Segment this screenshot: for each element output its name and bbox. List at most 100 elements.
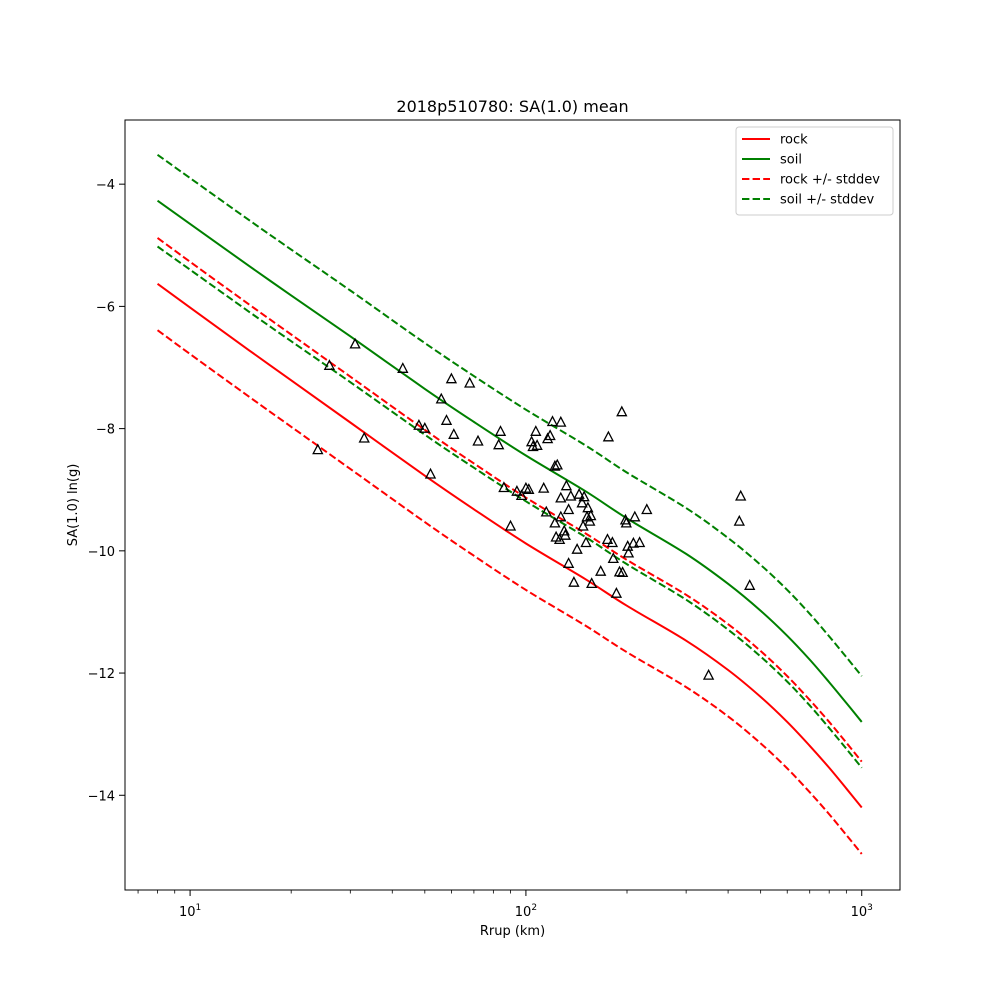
observation-point: [633, 536, 646, 548]
plot-frame: [124, 119, 901, 891]
observation-point: [540, 505, 552, 517]
observation-point: [586, 577, 598, 589]
y-axis-label: SA(1.0) ln(g): [66, 464, 81, 547]
observation-point: [620, 516, 632, 528]
observation-point: [504, 519, 517, 531]
observation-point: [576, 496, 588, 508]
observation-point: [511, 484, 523, 496]
observation-point: [527, 440, 539, 452]
observation-point: [606, 536, 619, 548]
observation-point: [549, 516, 561, 528]
legend-box: [735, 126, 894, 216]
y-axis: −4 −6 −8 −10 −12 −14: [88, 178, 125, 804]
observation-point: [610, 586, 623, 598]
observation-point: [627, 536, 640, 548]
observation-point: [602, 430, 615, 442]
observation-point: [358, 431, 370, 443]
series-line-rock-stddev-upper: [156, 237, 863, 763]
x-axis: 101 102 103: [137, 890, 873, 920]
x-tick-label: 103: [851, 903, 873, 920]
observation-point: [584, 514, 596, 526]
observation-point: [546, 415, 559, 427]
legend-label-soil-stddev: soil +/- stddev: [780, 193, 875, 208]
observation-point: [472, 434, 484, 446]
observation-point: [562, 557, 575, 568]
series-line-soil-stddev-lower: [156, 245, 863, 769]
observation-point: [493, 438, 505, 450]
observation-point: [555, 491, 567, 503]
legend-label-rock-stddev: rock +/- stddev: [780, 173, 880, 188]
observation-point: [349, 337, 361, 349]
y-tick-label: −4: [96, 178, 115, 193]
observation-point: [629, 510, 641, 522]
series-layer: [156, 154, 863, 855]
observation-point: [702, 668, 715, 680]
observation-point: [551, 458, 563, 470]
observation-point: [559, 528, 571, 540]
y-tick-label: −8: [96, 423, 115, 438]
observation-point: [558, 524, 570, 536]
observation-point: [445, 372, 458, 384]
observation-point: [494, 425, 507, 436]
observation-point: [601, 533, 614, 545]
observation-point: [397, 362, 409, 373]
observation-point: [582, 501, 594, 513]
observation-point: [733, 514, 745, 526]
observation-point: [541, 432, 554, 444]
observation-point: [544, 429, 556, 441]
observation-point: [622, 546, 635, 558]
series-line-rock: [156, 282, 863, 809]
observation-point: [538, 481, 550, 493]
observation-point: [560, 479, 573, 491]
observation-point: [573, 487, 585, 499]
observation-point: [530, 425, 542, 436]
observations-layer: [312, 337, 756, 680]
observation-point: [520, 481, 532, 493]
observation-point: [735, 489, 747, 501]
observation-point: [440, 414, 453, 425]
x-tick-label: 102: [515, 903, 537, 920]
observation-point: [571, 542, 583, 554]
observation-point: [616, 566, 629, 578]
observation-point: [568, 575, 580, 587]
observation-point: [312, 443, 324, 455]
observation-point: [555, 510, 567, 522]
observation-point: [607, 552, 619, 564]
observation-point: [616, 405, 628, 417]
series-line-soil-stddev-upper: [156, 154, 863, 677]
observation-point: [578, 490, 590, 502]
observation-point: [744, 579, 756, 590]
series-line-soil: [156, 199, 863, 723]
observation-point: [595, 564, 607, 576]
observation-point: [555, 415, 567, 427]
observation-point: [523, 483, 535, 494]
legend-label-rock: rock: [780, 133, 808, 148]
legend: rock soil rock +/- stddev soil +/- stddev: [735, 126, 894, 216]
observation-point: [464, 376, 476, 388]
observation-point: [585, 509, 597, 521]
y-tick-label: −14: [88, 789, 115, 804]
x-tick-label: 101: [179, 903, 201, 920]
observation-point: [565, 489, 577, 501]
y-tick-label: −12: [88, 667, 115, 682]
observation-point: [619, 513, 632, 525]
observation-point: [580, 536, 592, 548]
observation-point: [448, 428, 460, 439]
observation-point: [424, 467, 437, 479]
y-tick-label: −10: [88, 545, 115, 560]
observation-point: [531, 439, 543, 450]
observation-point: [515, 489, 528, 501]
observation-point: [419, 421, 431, 433]
observation-point: [435, 392, 447, 404]
observation-point: [413, 418, 425, 430]
legend-label-soil: soil: [780, 153, 802, 168]
chart-title: 2018p510780: SA(1.0) mean: [396, 97, 628, 116]
series-line-rock-stddev-lower: [156, 329, 863, 855]
x-axis-label: Rrup (km): [480, 924, 545, 939]
observation-point: [641, 503, 653, 515]
observation-point: [498, 481, 510, 493]
observation-point: [562, 503, 575, 515]
y-tick-label: −6: [96, 300, 115, 315]
observation-point: [323, 359, 336, 370]
